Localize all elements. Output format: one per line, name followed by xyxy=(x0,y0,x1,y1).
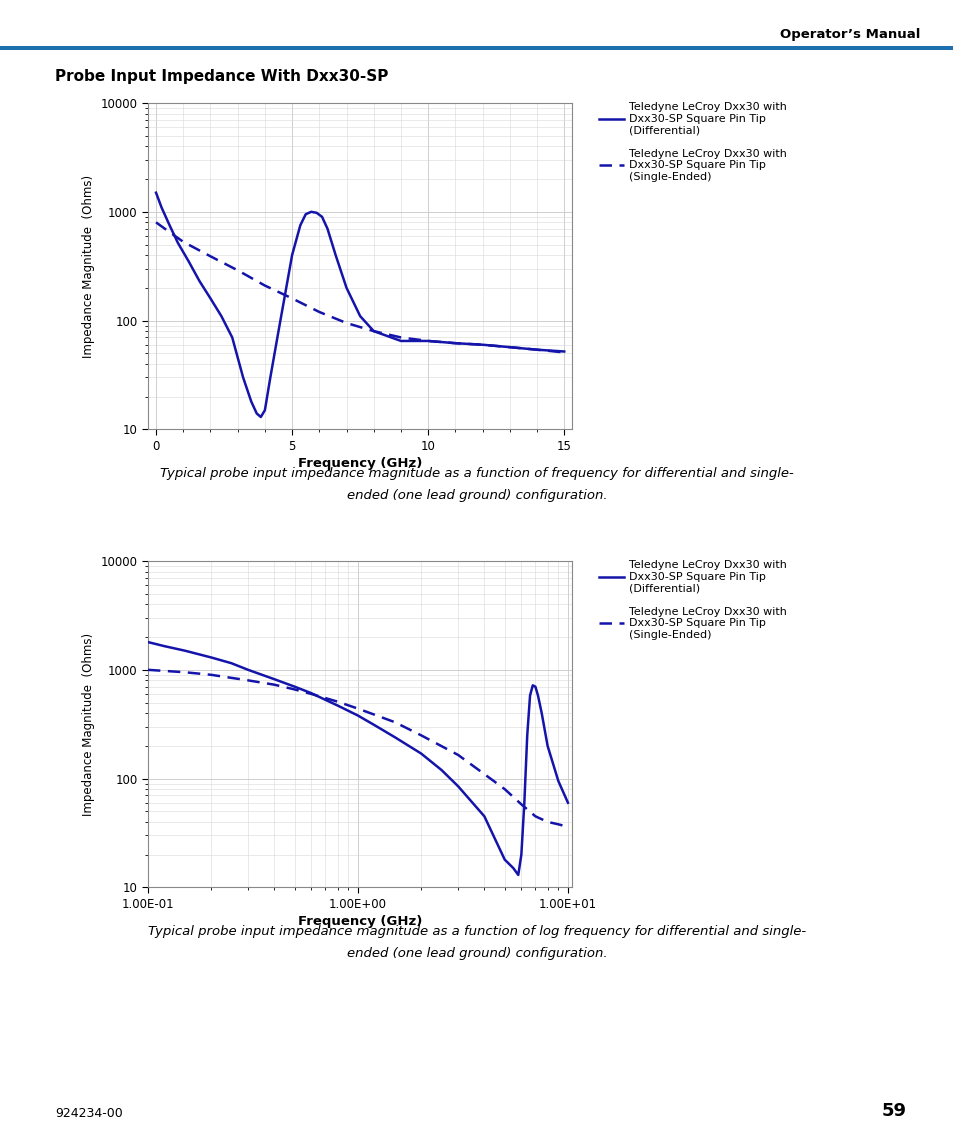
Text: Typical probe input impedance magnitude as a function of log frequency for diffe: Typical probe input impedance magnitude … xyxy=(148,925,805,938)
Text: 59: 59 xyxy=(881,1101,905,1120)
X-axis label: Frequency (GHz): Frequency (GHz) xyxy=(297,457,422,469)
Y-axis label: Impedance Magnitude  (Ohms): Impedance Magnitude (Ohms) xyxy=(82,633,94,815)
Legend: Teledyne LeCroy Dxx30 with
Dxx30-SP Square Pin Tip
(Differential), Teledyne LeCr: Teledyne LeCroy Dxx30 with Dxx30-SP Squa… xyxy=(598,560,786,640)
Text: Typical probe input impedance magnitude as a function of frequency for different: Typical probe input impedance magnitude … xyxy=(160,467,793,480)
Y-axis label: Impedance Magnitude  (Ohms): Impedance Magnitude (Ohms) xyxy=(82,175,94,357)
Text: Operator’s Manual: Operator’s Manual xyxy=(780,27,920,41)
Legend: Teledyne LeCroy Dxx30 with
Dxx30-SP Square Pin Tip
(Differential), Teledyne LeCr: Teledyne LeCroy Dxx30 with Dxx30-SP Squa… xyxy=(598,102,786,182)
Text: ended (one lead ground) configuration.: ended (one lead ground) configuration. xyxy=(346,947,607,960)
Text: 924234-00: 924234-00 xyxy=(55,1107,123,1120)
X-axis label: Frequency (GHz): Frequency (GHz) xyxy=(297,915,422,927)
Text: Probe Input Impedance With Dxx30-SP: Probe Input Impedance With Dxx30-SP xyxy=(55,69,388,84)
Text: ended (one lead ground) configuration.: ended (one lead ground) configuration. xyxy=(346,489,607,502)
